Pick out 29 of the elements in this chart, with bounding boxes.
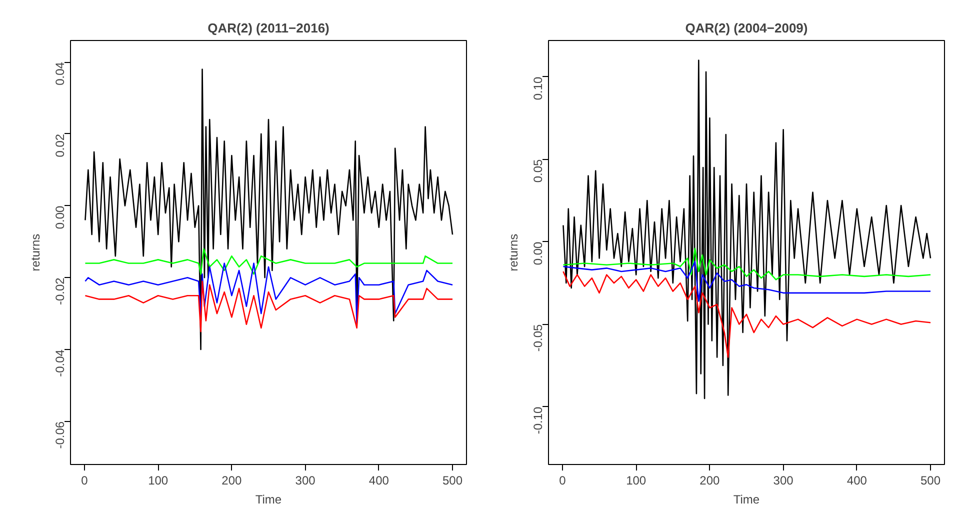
x-tick-label: 300 <box>295 474 316 488</box>
x-tick-label: 300 <box>773 474 794 488</box>
x-tick-label: 400 <box>846 474 868 488</box>
x-tick-label: 100 <box>626 474 646 488</box>
x-tick-label: 400 <box>368 474 390 488</box>
y-axis-title: returns <box>506 234 520 272</box>
x-tick-label: 200 <box>700 474 720 488</box>
x-tick-label: 0 <box>559 474 566 488</box>
x-tick-label: 500 <box>920 474 941 488</box>
x-tick-label: 0 <box>81 474 88 488</box>
x-tick-label: 200 <box>222 474 242 488</box>
y-tick-label: 0.04 <box>53 62 67 86</box>
chart-title: QAR(2) (2004−2009) <box>685 20 808 36</box>
y-tick-label: 0.02 <box>53 134 67 158</box>
y-axis-title: returns <box>28 234 42 272</box>
x-axis-title: Time <box>255 492 282 506</box>
y-tick-label: 0.00 <box>531 241 545 266</box>
y-tick-label: 0.00 <box>53 205 67 230</box>
y-tick-label: 0.10 <box>531 76 545 100</box>
x-tick-label: 500 <box>442 474 463 488</box>
y-tick-label: -0.05 <box>531 324 545 352</box>
y-tick-label: -0.06 <box>53 421 67 449</box>
chart-title: QAR(2) (2011−2016) <box>208 20 330 36</box>
y-tick-label: 0.05 <box>531 158 545 183</box>
y-tick-label: -0.04 <box>53 349 67 377</box>
y-tick-label: -0.02 <box>53 277 67 306</box>
x-axis-title: Time <box>733 492 760 506</box>
y-tick-label: -0.10 <box>531 406 545 434</box>
x-tick-label: 100 <box>148 474 168 488</box>
